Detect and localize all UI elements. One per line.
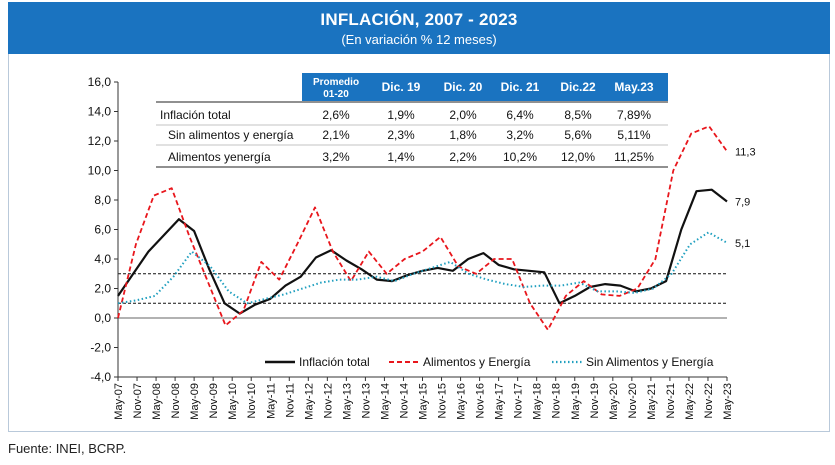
chart-title: INFLACIÓN, 2007 - 2023	[320, 10, 518, 29]
legend-label: Alimentos y Energía	[423, 355, 531, 369]
x-tick-label: May-22	[684, 383, 696, 420]
table-cell: 1,4%	[387, 150, 415, 164]
x-axis: May-07 Nov-07 May-08 Nov-08 May-09 Nov-09 May-…	[113, 376, 734, 420]
end-label: 5,1	[735, 238, 750, 250]
y-tick-label: -4,0	[90, 370, 111, 384]
table-cell: 12,0%	[561, 150, 595, 164]
x-tick-label: Nov-12	[322, 383, 334, 418]
reference-lines	[118, 273, 727, 319]
table-header-cell: 01-20	[323, 89, 349, 100]
y-tick-label: 0,0	[94, 311, 111, 325]
y-tick-label: 2,0	[94, 282, 111, 296]
x-tick-label: Nov-21	[665, 383, 677, 418]
y-tick-label: 14,0	[88, 105, 112, 119]
x-tick-label: May-10	[227, 383, 239, 420]
y-tick-label: 12,0	[88, 134, 112, 148]
x-tick-label: May-21	[646, 383, 658, 420]
x-tick-label: May-13	[341, 383, 353, 420]
x-tick-label: Nov-17	[513, 383, 525, 418]
chart-header: INFLACIÓN, 2007 - 2023 (En variación % 1…	[8, 2, 830, 54]
table-cell: 5,11%	[617, 128, 650, 142]
chart-subtitle: (En variación % 12 meses)	[341, 32, 497, 47]
x-tick-label: May-14	[379, 383, 391, 420]
table-cell: 11,25%	[614, 150, 654, 164]
y-tick-label: 4,0	[94, 252, 111, 266]
table-cell: 5,6%	[564, 128, 592, 142]
table-header-cell: Dic.22	[560, 80, 596, 94]
x-tick-label: May-23	[722, 383, 734, 420]
table-cell: 1,8%	[449, 128, 477, 142]
table-cell: 3,2%	[506, 128, 534, 142]
legend: Inflación total Alimentos y Energía Sin Al…	[265, 355, 714, 369]
x-tick-label: Nov-09	[208, 383, 220, 418]
x-tick-label: May-19	[570, 383, 582, 420]
series-line-1	[117, 188, 728, 315]
end-label: 11,3	[735, 146, 756, 158]
y-tick-label: -2,0	[90, 341, 111, 355]
legend-label: Sin Alimentos y Energía	[586, 355, 714, 369]
source-note: Fuente: INEI, BCRP.	[8, 441, 127, 456]
y-tick-label: 10,0	[88, 164, 112, 178]
x-tick-label: May-17	[494, 383, 506, 420]
table-cell: 6,4%	[506, 108, 534, 122]
table-cell: 2,1%	[322, 128, 350, 142]
series-line-3	[117, 231, 728, 305]
x-tick-label: Nov-19	[589, 383, 601, 418]
x-tick-label: Nov-22	[703, 383, 715, 418]
x-tick-label: Nov-14	[398, 383, 410, 418]
y-axis: -4,0 -2,0 0,0 2,0 4,0 6,0 8,0 10,0 12,0 14,0 16,0	[88, 75, 119, 384]
y-tick-label: 6,0	[94, 223, 111, 237]
table-cell: 1,9%	[387, 108, 415, 122]
table-row-label: Sin alimentos y energía	[168, 128, 294, 142]
table-row-label: Alimentos yenergía	[168, 150, 271, 164]
x-tick-label: May-08	[151, 383, 163, 420]
table-cell: 2,6%	[322, 108, 350, 122]
x-tick-label: Nov-08	[170, 383, 182, 418]
x-tick-label: May-09	[189, 383, 201, 420]
table-cell: 8,5%	[564, 108, 592, 122]
table-cell: 2,2%	[449, 150, 477, 164]
x-tick-label: May-18	[532, 383, 544, 420]
x-tick-label: Nov-18	[551, 383, 563, 418]
table-header-cell: May.23	[614, 80, 653, 94]
end-label: 7,9	[735, 196, 750, 208]
x-tick-label: Nov-11	[284, 383, 296, 418]
x-tick-label: May-20	[608, 383, 620, 420]
x-tick-label: May-07	[113, 383, 125, 420]
end-labels: 11,3 7,9 5,1	[735, 146, 756, 249]
x-tick-label: Nov-10	[246, 383, 258, 418]
x-tick-label: Nov-16	[475, 383, 487, 418]
table-row-label: Inflación total	[160, 108, 231, 122]
x-tick-label: May-15	[418, 383, 430, 420]
x-tick-label: Nov-07	[132, 383, 144, 418]
y-tick-label: 16,0	[88, 75, 112, 89]
table-cell: 7,89%	[617, 108, 651, 122]
x-tick-label: Nov-15	[437, 383, 449, 418]
series-line-2	[117, 125, 728, 331]
table-header-bg	[302, 73, 668, 101]
table-cell: 2,0%	[449, 108, 477, 122]
table-header-cell: Dic. 21	[501, 80, 540, 94]
chart-frame	[8, 54, 830, 432]
table-header-cell: Promedio	[313, 77, 359, 88]
legend-label: Inflación total	[299, 355, 370, 369]
x-tick-label: Nov-13	[360, 383, 372, 418]
x-tick-label: May-12	[303, 383, 315, 420]
x-tick-label: May-11	[265, 383, 277, 419]
table-cell: 2,3%	[387, 128, 415, 142]
table-cell: 10,2%	[503, 150, 537, 164]
inflation-chart: -4,0-2,00,02,04,06,08,010,012,014,016,0 …	[88, 73, 756, 420]
table-cell: 3,2%	[322, 150, 350, 164]
series-group	[117, 125, 728, 331]
y-tick-label: 8,0	[94, 193, 111, 207]
x-tick-label: May-16	[456, 383, 468, 420]
x-tick-label: Nov-20	[627, 383, 639, 418]
table-header-cell: Dic. 19	[382, 80, 421, 94]
table-header-cell: Dic. 20	[444, 80, 483, 94]
